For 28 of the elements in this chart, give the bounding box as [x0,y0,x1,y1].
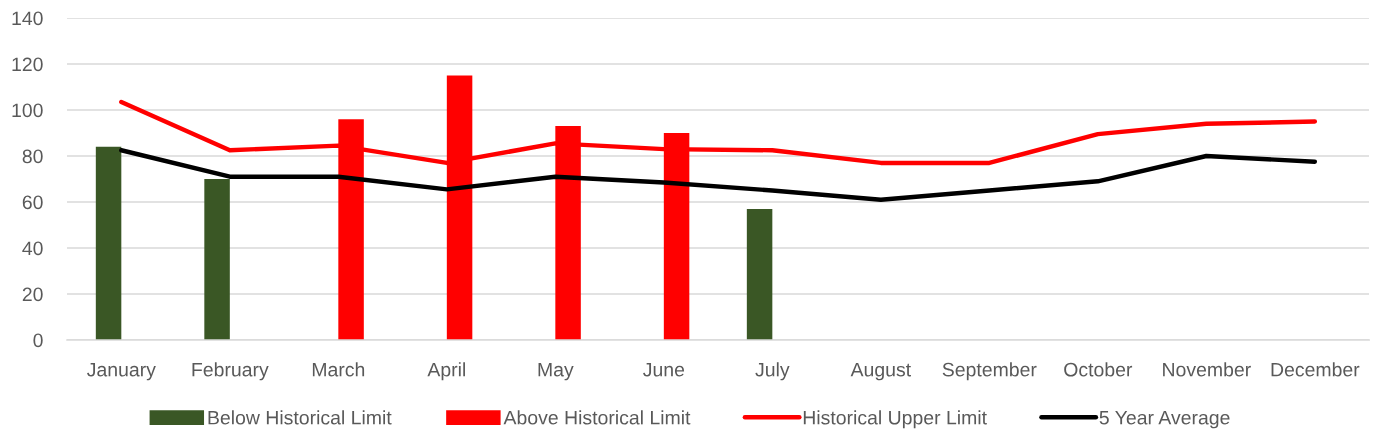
y-tick-label: 120 [12,57,43,72]
y-tick-label: 80 [22,149,43,164]
bar [95,146,122,340]
legend-label: Above Historical Limit [503,410,691,425]
x-tick-label: May [538,362,574,381]
x-tick-label: December [1271,362,1360,377]
x-tick-label: September [942,362,1037,381]
y-tick-label: 100 [12,103,43,118]
legend-label: 5 Year Average [1099,410,1230,429]
x-tick-label: February [192,362,269,381]
line-series [119,148,1318,202]
x-tick-label: April [427,362,465,381]
x-tick-label: January [87,362,156,381]
y-tick-label: 20 [22,287,43,302]
y-tick-label: 0 [33,333,43,348]
legend-label: Historical Upper Limit [803,410,987,429]
x-tick-label: October [1064,362,1133,377]
y-tick-label: 60 [22,195,43,210]
x-tick-label: March [312,362,365,377]
y-tick-label: 140 [12,11,43,26]
x-tick-label: November [1163,362,1251,377]
y-tick-label: 40 [22,241,43,256]
x-tick-label: June [643,362,685,377]
x-tick-label: August [850,362,911,381]
bar [746,208,773,340]
x-tick-label: July [755,362,790,381]
legend-label: Below Historical Limit [208,410,392,425]
bar [204,179,230,340]
